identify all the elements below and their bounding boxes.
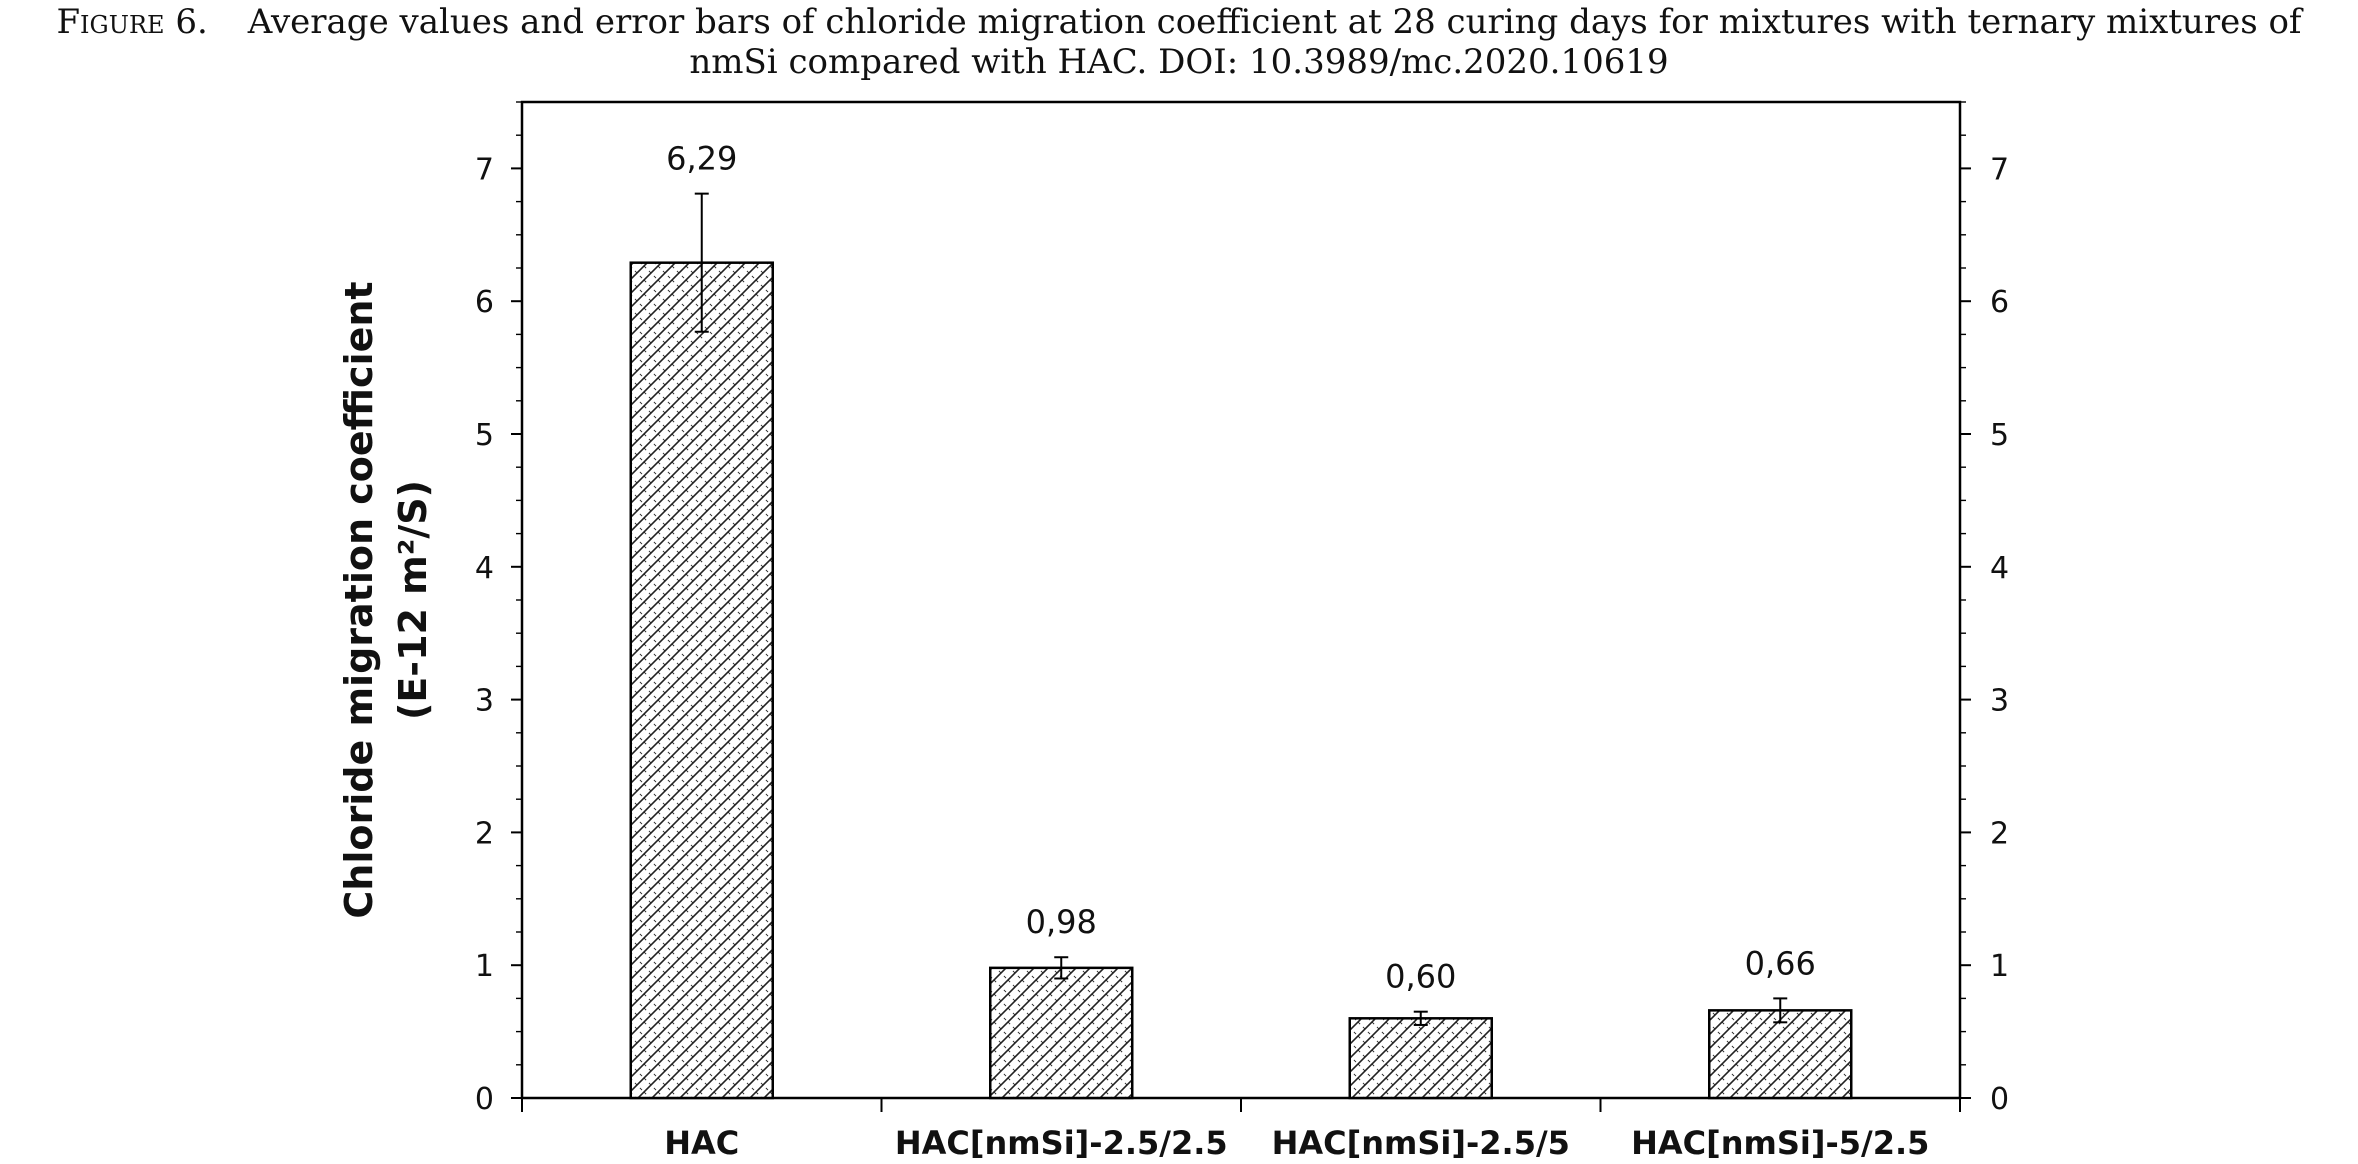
y-axis-title: Chloride migration coefficient (E-12 m²/… — [337, 281, 435, 918]
y-tick-label-right: 3 — [1990, 684, 2009, 719]
caption-line-1: Figure 6. Average values and error bars o… — [0, 2, 2358, 42]
y-axis-title-line-2: (E-12 m²/S) — [391, 480, 435, 720]
y-tick-label: 0 — [475, 1082, 494, 1117]
bar-series — [629, 261, 1853, 1100]
caption-line-2: nmSi compared with HAC. DOI: 10.3989/mc.… — [689, 42, 1669, 82]
y-tick-label-right: 0 — [1990, 1082, 2009, 1117]
y-axis-title-line-1: Chloride migration coefficient — [337, 281, 381, 918]
y-tick-label-right: 6 — [1990, 285, 2009, 320]
y-tick-label-right: 4 — [1990, 551, 2009, 586]
y-tick-label: 7 — [475, 152, 494, 187]
y-tick-label-right: 1 — [1990, 949, 2009, 984]
x-tick-label: HAC[nmSi]-2.5/5 — [1272, 1124, 1570, 1162]
x-axis: HAC HAC[nmSi]-2.5/2.5 HAC[nmSi]-2.5/5 HAC[n… — [521, 1098, 1961, 1162]
y-tick-label: 3 — [475, 684, 494, 719]
y-tick-label: 6 — [475, 285, 494, 320]
y-axis-left: 0 1 2 3 4 5 6 7 — [475, 101, 522, 1117]
data-label: 0,60 — [1385, 958, 1456, 996]
bar — [1708, 1009, 1853, 1100]
data-label: 6,29 — [666, 140, 737, 178]
x-tick-label: HAC[nmSi]-2.5/2.5 — [895, 1124, 1228, 1162]
y-tick-label-right: 7 — [1990, 152, 2009, 187]
bar — [1348, 1017, 1493, 1100]
y-tick-label: 5 — [475, 418, 494, 453]
bar — [629, 261, 774, 1100]
y-tick-label-right: 5 — [1990, 418, 2009, 453]
data-label: 0,98 — [1026, 903, 1097, 941]
x-tick-label: HAC — [664, 1124, 739, 1162]
y-tick-label: 2 — [475, 816, 494, 851]
caption-text-1: Average values and error bars of chlorid… — [247, 2, 2302, 42]
bar — [989, 966, 1134, 1100]
data-labels: 6,29 0,98 0,60 0,66 — [666, 140, 1816, 996]
error-bars — [694, 192, 1788, 1026]
data-label: 0,66 — [1745, 944, 1816, 982]
y-axis-right: 0 1 2 3 4 5 6 7 — [1960, 101, 2009, 1117]
x-tick-label: HAC[nmSi]-5/2.5 — [1631, 1124, 1929, 1162]
figure-caption: Figure 6. Average values and error bars o… — [0, 2, 2358, 82]
y-tick-label-right: 2 — [1990, 816, 2009, 851]
y-tick-label: 1 — [475, 949, 494, 984]
caption-figure-label: Figure 6. — [56, 2, 208, 42]
y-tick-label: 4 — [475, 551, 494, 586]
